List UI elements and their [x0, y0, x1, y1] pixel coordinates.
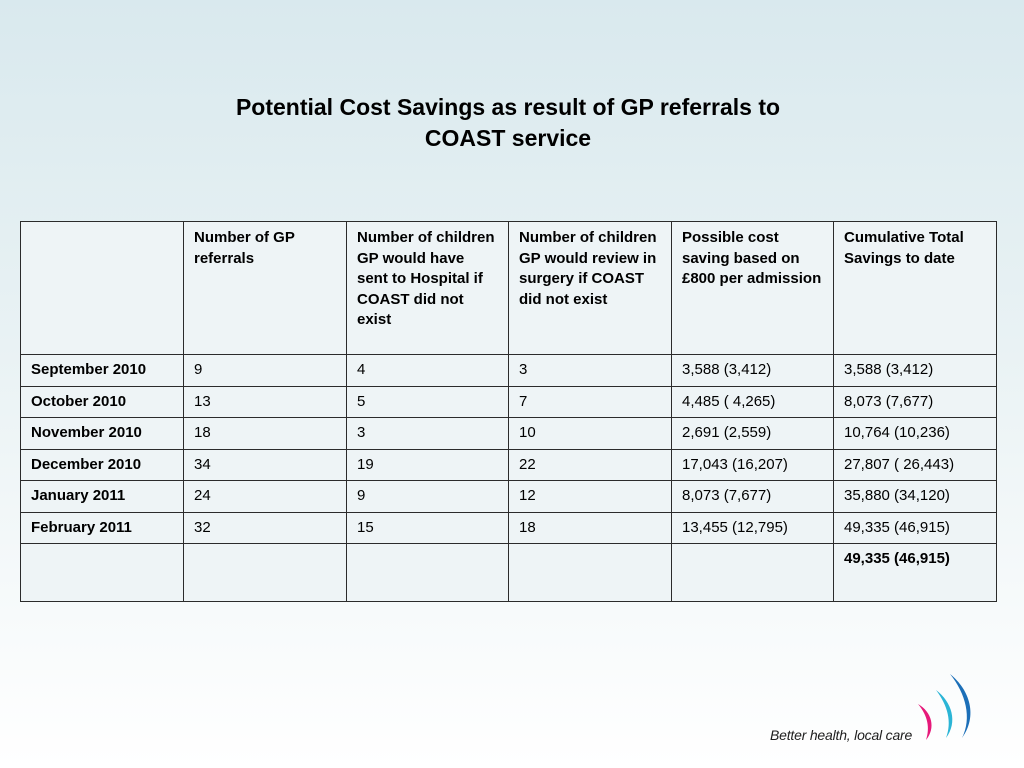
- gp-referrals-cell: 13: [183, 385, 347, 418]
- empty-cell: [346, 543, 509, 602]
- empty-cell: [508, 543, 672, 602]
- surgery-review-cell: 3: [508, 354, 672, 387]
- logo-wave-blue: [950, 674, 971, 738]
- empty-cell: [671, 543, 834, 602]
- cost-saving-cell: 3,588 (3,412): [671, 354, 834, 387]
- page-title-line-1: Potential Cost Savings as result of GP r…: [235, 94, 781, 120]
- table-header-row: Number of GP referrals Number of childre…: [20, 221, 997, 355]
- hospital-cell: 5: [346, 385, 509, 418]
- gp-referrals-cell: 32: [183, 511, 347, 544]
- gp-referrals-cell: 9: [183, 354, 347, 387]
- surgery-review-cell: 12: [508, 480, 672, 513]
- sail-waves-logo-icon: [918, 674, 971, 740]
- grand-total-cell: 49,335 (46,915): [833, 543, 997, 602]
- empty-cell: [183, 543, 347, 602]
- row-month-cell: October 2010: [20, 385, 184, 418]
- hospital-cell: 3: [346, 417, 509, 450]
- cumulative-cell: 27,807 ( 26,443): [833, 448, 997, 481]
- cost-saving-cell: 13,455 (12,795): [671, 511, 834, 544]
- total-row: 49,335 (46,915): [20, 543, 997, 602]
- surgery-review-cell: 7: [508, 385, 672, 418]
- hospital-cell: 15: [346, 511, 509, 544]
- table-row: September 2010 9 4 3 3,588 (3,412) 3,588…: [20, 354, 997, 387]
- cumulative-cell: 8,073 (7,677): [833, 385, 997, 418]
- logo-wave-magenta: [918, 704, 932, 740]
- header-cell-hospital: Number of children GP would have sent to…: [346, 221, 509, 355]
- empty-cell: [20, 543, 184, 602]
- table-row: November 2010 18 3 10 2,691 (2,559) 10,7…: [20, 417, 997, 450]
- gp-referrals-cell: 34: [183, 448, 347, 481]
- header-cell-cumulative: Cumulative Total Savings to date: [833, 221, 997, 355]
- surgery-review-cell: 10: [508, 417, 672, 450]
- gp-referrals-cell: 24: [183, 480, 347, 513]
- surgery-review-cell: 18: [508, 511, 672, 544]
- row-month-cell: November 2010: [20, 417, 184, 450]
- logo-wave-cyan: [936, 690, 953, 738]
- row-month-cell: February 2011: [20, 511, 184, 544]
- cost-savings-table: Number of GP referrals Number of childre…: [20, 221, 997, 602]
- table-row: December 2010 34 19 22 17,043 (16,207) 2…: [20, 448, 997, 481]
- page-title: Potential Cost Savings as result of GP r…: [150, 92, 866, 154]
- row-month-cell: December 2010: [20, 448, 184, 481]
- cumulative-cell: 3,588 (3,412): [833, 354, 997, 387]
- row-month-cell: January 2011: [20, 480, 184, 513]
- cumulative-cell: 35,880 (34,120): [833, 480, 997, 513]
- surgery-review-cell: 22: [508, 448, 672, 481]
- gp-referrals-cell: 18: [183, 417, 347, 450]
- header-cell-gp-referrals: Number of GP referrals: [183, 221, 347, 355]
- page-title-line-2: COAST service: [424, 125, 592, 151]
- cumulative-cell: 49,335 (46,915): [833, 511, 997, 544]
- header-cell-surgery-review: Number of children GP would review in su…: [508, 221, 672, 355]
- table-row: February 2011 32 15 18 13,455 (12,795) 4…: [20, 511, 997, 544]
- tagline: Better health, local care: [770, 727, 913, 743]
- hospital-cell: 19: [346, 448, 509, 481]
- cost-saving-cell: 8,073 (7,677): [671, 480, 834, 513]
- cost-saving-cell: 4,485 ( 4,265): [671, 385, 834, 418]
- cumulative-cell: 10,764 (10,236): [833, 417, 997, 450]
- header-cell-cost-saving: Possible cost saving based on £800 per a…: [671, 221, 834, 355]
- hospital-cell: 9: [346, 480, 509, 513]
- cost-saving-cell: 17,043 (16,207): [671, 448, 834, 481]
- cost-saving-cell: 2,691 (2,559): [671, 417, 834, 450]
- table-row: October 2010 13 5 7 4,485 ( 4,265) 8,073…: [20, 385, 997, 418]
- table-row: January 2011 24 9 12 8,073 (7,677) 35,88…: [20, 480, 997, 513]
- hospital-cell: 4: [346, 354, 509, 387]
- header-cell-month: [20, 221, 184, 355]
- row-month-cell: September 2010: [20, 354, 184, 387]
